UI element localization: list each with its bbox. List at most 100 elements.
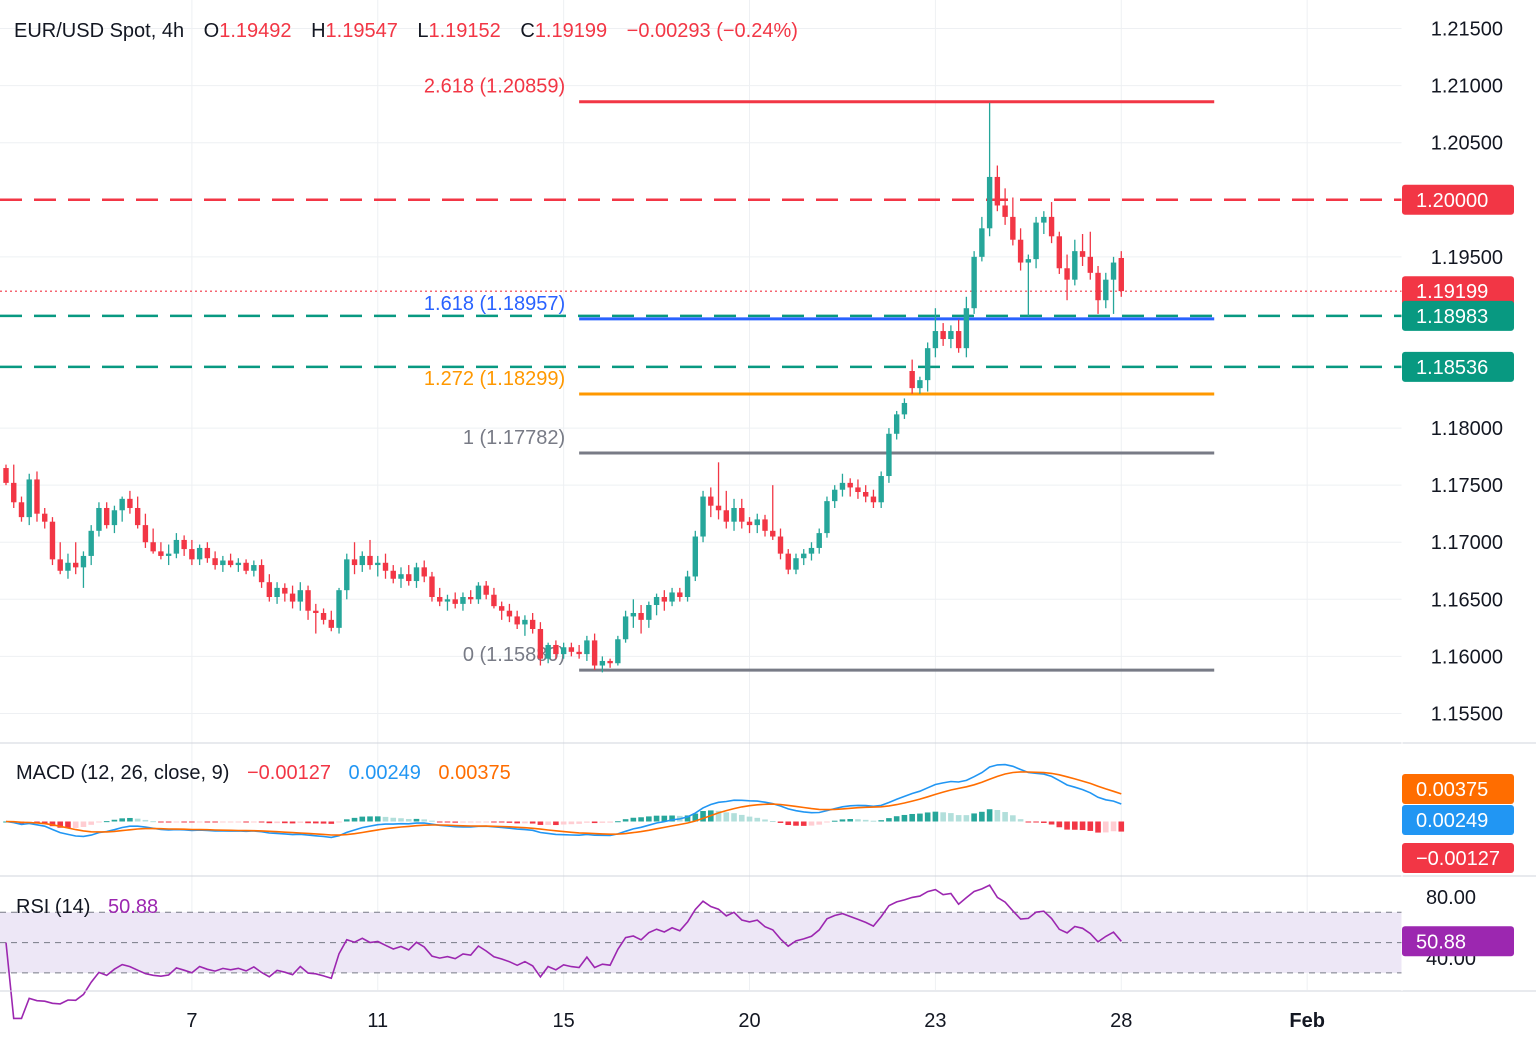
candle-body (57, 559, 63, 571)
macd-hist-bar (1002, 812, 1008, 822)
macd-pane (3, 763, 1125, 839)
macd-hist-bar (646, 816, 652, 822)
macd-hist-bar (382, 816, 389, 822)
candle-body (251, 565, 257, 571)
price-tick-label: 1.16500 (1431, 589, 1503, 611)
close-label: C (520, 20, 534, 42)
fibonacci-levels: 2.618 (1.20859) 1.618 (1.18957) 1.272 (1.1… (424, 76, 1215, 672)
rsi-tag-bg (1402, 926, 1514, 957)
candle-body (313, 610, 319, 614)
candle-body (452, 599, 458, 604)
candle-body (11, 482, 17, 503)
macd-hist-bar (831, 820, 838, 822)
candle-body (746, 521, 753, 526)
time-tick-label: 23 (924, 1010, 946, 1032)
candle-body (886, 433, 892, 477)
macd-hist-bar (986, 809, 993, 822)
macd-hist-bar (204, 821, 211, 823)
macd-hist-bar (367, 816, 373, 822)
candle-body (669, 592, 675, 602)
change-value: −0.00293 (−0.24%) (627, 20, 798, 42)
candle-body (824, 501, 830, 534)
macd-hist-bar (723, 812, 730, 822)
macd-hist-bar (65, 821, 71, 828)
price-tag-bg (1402, 300, 1514, 331)
price-tick-label: 1.18000 (1431, 418, 1503, 440)
candle-body (406, 574, 412, 582)
candle-body (739, 507, 745, 522)
macd-tag-bg (1402, 774, 1514, 804)
time-tick-label: 7 (186, 1010, 197, 1032)
time-axis[interactable]: 7 11 15 20 23 28 Feb (186, 1010, 1325, 1032)
candle-body (1079, 251, 1086, 257)
candle-body (1041, 216, 1047, 223)
macd-hist-bar (498, 821, 505, 823)
macd-hist-bar (692, 813, 699, 822)
macd-hist-bar (746, 816, 753, 822)
candle-body (258, 565, 265, 583)
macd-hist-bar (971, 813, 977, 822)
candle-body (870, 496, 877, 503)
candle-body (661, 597, 668, 602)
candle-body (421, 567, 427, 577)
macd-hist-bar (452, 821, 459, 823)
macd-hist-bar (1110, 821, 1117, 832)
rsi-value-text: 50.88 (108, 896, 158, 918)
macd-hist-bar (1095, 821, 1101, 833)
candle-body (344, 559, 350, 591)
rsi-label: RSI (14) (16, 896, 90, 918)
macd-hist-bar (886, 818, 892, 822)
macd-hist-bar (491, 821, 497, 823)
candle-body (3, 468, 9, 483)
candle-body (506, 610, 513, 617)
macd-hist-bar (553, 821, 559, 826)
macd-hist-bar (529, 821, 536, 824)
candle-body (553, 644, 559, 655)
price-tag: 1.18536 (1416, 357, 1488, 379)
macd-hist-bar (328, 821, 335, 824)
macd-hist-bar (313, 821, 319, 824)
macd-hist-bar (963, 815, 970, 822)
macd-hist-bar (96, 821, 102, 823)
candle-body (591, 640, 598, 666)
macd-label: MACD (12, 26, close, 9) (16, 762, 229, 784)
time-tick-label: 28 (1110, 1010, 1132, 1032)
macd-hist-bar (274, 821, 280, 824)
candle-body (638, 613, 644, 620)
candle-body (979, 228, 985, 257)
macd-hist-bar (955, 815, 962, 822)
macd-hist-bar (289, 821, 296, 824)
candle-body (305, 590, 311, 611)
price-tick-label: 1.20500 (1431, 133, 1503, 155)
price-axis[interactable]: 1.21500 1.21000 1.20500 1.19500 1.18000 1.175… (1426, 19, 1503, 970)
candle-body (204, 547, 211, 559)
macd-hist-bar (839, 819, 846, 822)
candle-body (274, 587, 280, 598)
macd-hist-bar (119, 818, 125, 822)
open-value: 1.19492 (219, 20, 291, 42)
macd-hist-bar (483, 821, 489, 823)
candle-body (901, 402, 908, 415)
symbol-label: EUR/USD Spot, 4h (14, 20, 184, 42)
candle-body (367, 555, 373, 566)
candle-body (948, 331, 954, 340)
macd-hist-bar (522, 821, 528, 824)
candle-body (731, 507, 737, 522)
macd-hist-bar (979, 811, 985, 822)
fib-label: 2.618 (1.20859) (424, 76, 565, 98)
candle-body (65, 562, 71, 571)
candle-body (42, 513, 48, 522)
macd-hist-bar (785, 821, 792, 826)
price-tag: 1.18983 (1416, 306, 1488, 328)
candle-body (862, 492, 869, 497)
macd-hist-bar (103, 821, 110, 823)
macd-hist-bar (994, 810, 1001, 822)
macd-hist-bar (72, 821, 79, 828)
macd-hist-bar (909, 813, 915, 822)
macd-hist-bar (545, 821, 551, 825)
candle-body (615, 639, 621, 664)
candle-body (375, 562, 381, 566)
macd-hist-bar (398, 818, 404, 822)
